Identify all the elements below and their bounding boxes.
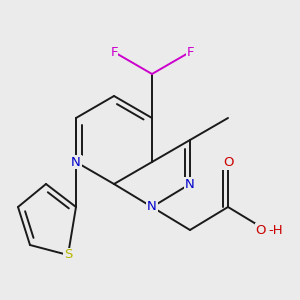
Text: F: F: [186, 46, 194, 59]
Text: N: N: [185, 178, 195, 190]
Text: N: N: [147, 200, 157, 214]
Text: F: F: [110, 46, 118, 59]
Text: O: O: [223, 157, 233, 169]
Text: S: S: [64, 248, 72, 262]
Text: O: O: [256, 224, 266, 236]
Text: N: N: [71, 155, 81, 169]
Text: -H: -H: [268, 224, 283, 236]
